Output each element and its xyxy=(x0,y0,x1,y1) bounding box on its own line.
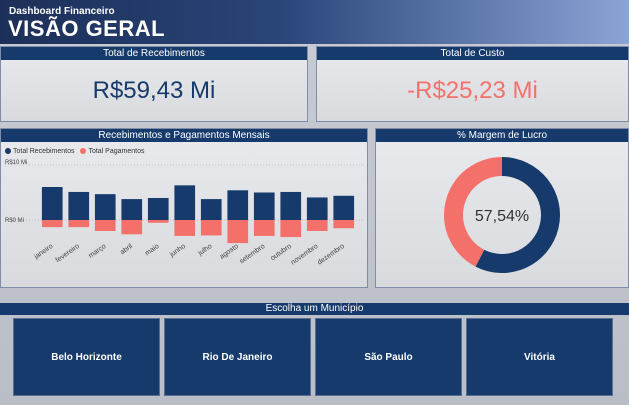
costs-value: -R$25,23 Mi xyxy=(407,77,538,104)
bar-payments[interactable] xyxy=(227,220,249,244)
bar-receipts[interactable] xyxy=(121,199,143,220)
legend-item-receipts: Total Recebimentos xyxy=(5,148,74,155)
bar-payments[interactable] xyxy=(121,220,143,235)
monthly-bar-chart: R$10 Mi R$0 Mi janeiro fevereiro março abril m… xyxy=(5,160,363,267)
municipio-button-sao-paulo[interactable]: São Paulo xyxy=(315,318,462,396)
municipio-button-belo-horizonte[interactable]: Belo Horizonte xyxy=(13,318,160,396)
bar-receipts[interactable] xyxy=(227,190,249,220)
receipts-card: Total de Recebimentos R$59,43 Mi xyxy=(0,46,308,122)
bar-payments[interactable] xyxy=(174,220,196,236)
bar-payments[interactable] xyxy=(68,220,90,228)
bar-receipts[interactable] xyxy=(41,187,63,220)
x-tick-label: fevereiro xyxy=(55,243,81,264)
monthly-chart-title: Recebimentos e Pagamentos Mensais xyxy=(1,129,367,142)
monthly-chart-card: Recebimentos e Pagamentos Mensais Total … xyxy=(0,128,368,288)
municipio-button-vitoria[interactable]: Vitória xyxy=(466,318,613,396)
bar-payments[interactable] xyxy=(280,220,302,238)
bar-payments[interactable] xyxy=(41,220,63,228)
margin-chart-title: % Margem de Lucro xyxy=(376,129,628,142)
bar-receipts[interactable] xyxy=(333,195,355,220)
legend-label-receipts: Total Recebimentos xyxy=(13,148,75,155)
x-tick-label: junho xyxy=(168,243,187,259)
x-tick-label: março xyxy=(87,243,107,260)
receipts-value: R$59,43 Mi xyxy=(92,77,216,104)
bar-receipts[interactable] xyxy=(306,197,328,220)
legend-dot-receipts xyxy=(5,148,11,155)
dashboard-subtitle: Dashboard Financeiro xyxy=(9,6,115,17)
x-tick-label: outubro xyxy=(269,243,293,262)
margin-chart-card: % Margem de Lucro 57,54% xyxy=(375,128,629,288)
municipio-button-rio-de-janeiro[interactable]: Rio De Janeiro xyxy=(164,318,311,396)
y-tick-label: R$10 Mi xyxy=(5,160,27,166)
bar-receipts[interactable] xyxy=(174,185,196,220)
costs-card-title: Total de Custo xyxy=(317,47,628,60)
x-tick-label: abril xyxy=(119,243,134,257)
x-tick-label: janeiro xyxy=(32,243,54,261)
x-tick-label: maio xyxy=(144,243,161,257)
legend-dot-payments xyxy=(80,148,87,155)
bar-payments[interactable] xyxy=(94,220,116,231)
margin-donut-chart: 57,54% xyxy=(444,157,560,273)
x-tick-label: dezembro xyxy=(316,243,346,267)
header-banner: Dashboard Financeiro VISÃO GERAL xyxy=(0,0,629,44)
bar-payments[interactable] xyxy=(200,220,222,236)
bar-receipts[interactable] xyxy=(200,199,222,220)
bar-receipts[interactable] xyxy=(280,191,302,220)
bar-receipts[interactable] xyxy=(94,194,116,220)
y-tick-label: R$0 Mi xyxy=(5,218,24,224)
chart-legend: Total Recebimentos Total Pagamentos xyxy=(5,148,148,155)
bar-receipts[interactable] xyxy=(147,198,169,220)
bar-payments[interactable] xyxy=(333,220,355,229)
bar-payments[interactable] xyxy=(147,220,169,223)
bar-payments[interactable] xyxy=(306,220,328,231)
x-tick-label: julho xyxy=(196,243,213,258)
municipio-title: Escolha um Município xyxy=(0,303,629,315)
x-tick-label: novembro xyxy=(290,243,320,267)
page-title: VISÃO GERAL xyxy=(8,16,166,41)
donut-slice-margin[interactable] xyxy=(475,157,560,273)
legend-item-payments: Total Pagamentos xyxy=(80,148,144,155)
costs-card: Total de Custo -R$25,23 Mi xyxy=(316,46,629,122)
donut-center-label: 57,54% xyxy=(475,208,529,225)
bar-payments[interactable] xyxy=(253,220,275,236)
receipts-card-title: Total de Recebimentos xyxy=(1,47,307,60)
bar-receipts[interactable] xyxy=(253,192,275,221)
bar-receipts[interactable] xyxy=(68,191,90,220)
x-tick-label: agosto xyxy=(219,243,240,261)
donut-slice-rest[interactable] xyxy=(444,157,502,267)
legend-label-payments: Total Pagamentos xyxy=(88,148,145,155)
x-tick-label: setembro xyxy=(239,243,267,266)
